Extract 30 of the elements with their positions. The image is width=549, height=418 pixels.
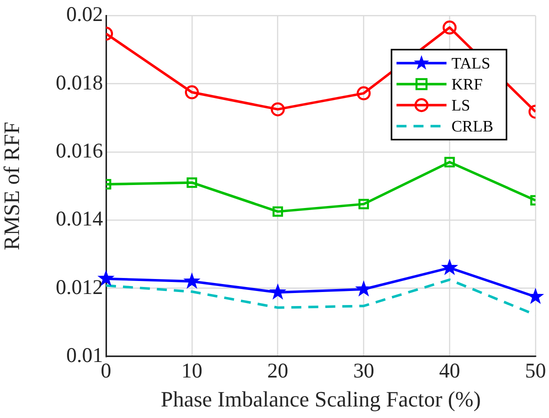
y-tick-label: 0.02	[66, 2, 103, 26]
legend-label: CRLB	[452, 118, 494, 136]
y-tick-label: 0.014	[56, 206, 104, 231]
point	[270, 102, 285, 116]
point	[356, 86, 371, 100]
legend-label: KRF	[452, 76, 483, 94]
point	[442, 20, 457, 35]
y-tick-label: 0.01	[66, 342, 103, 367]
y-tick-label: 0.016	[56, 138, 103, 162]
point	[186, 177, 198, 188]
x-tick-label: 30	[353, 358, 374, 383]
point	[441, 258, 458, 276]
y-tick-label: 0.018	[56, 70, 103, 94]
y-tick-label: 0.012	[56, 274, 103, 299]
point	[184, 85, 199, 100]
point	[444, 156, 455, 168]
point	[355, 280, 372, 297]
x-tick-label: 50	[525, 358, 546, 383]
point	[183, 272, 200, 289]
point	[272, 206, 284, 217]
x-tick-label: 10	[181, 358, 202, 383]
legend-label: LS	[452, 97, 470, 114]
x-tick-label: 0	[100, 358, 112, 383]
x-tick-label: 40	[439, 358, 460, 383]
x-axis-title: Phase Imbalance Scaling Factor (%)	[160, 386, 481, 412]
point	[358, 198, 369, 210]
point	[269, 283, 286, 300]
y-axis-title: RMSE of RFF	[0, 122, 24, 250]
legend-label: TALS	[452, 55, 490, 72]
x-tick-label: 20	[267, 358, 288, 383]
